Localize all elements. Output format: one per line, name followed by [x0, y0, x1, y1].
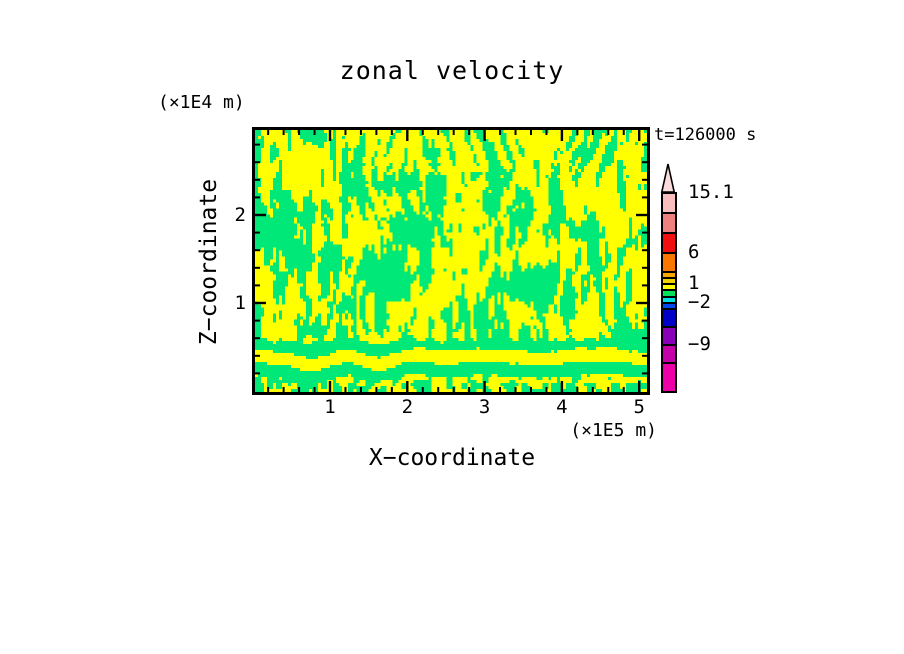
colorbar-segment — [663, 194, 675, 214]
colorbar-label: 6 — [688, 241, 700, 263]
colorbar-label: 1 — [688, 272, 700, 294]
colorbar-segment — [663, 298, 675, 304]
colorbar-segment — [663, 304, 675, 310]
colorbar-label: 15.1 — [688, 181, 734, 203]
y-tick-label: 1 — [234, 292, 246, 314]
x-axis-unit-label: (×1E5 m) — [570, 420, 657, 441]
x-tick-label: 4 — [556, 396, 568, 418]
colorbar-segment — [663, 285, 675, 291]
colorbar-segment — [663, 291, 675, 298]
x-tick-label: 2 — [401, 396, 414, 418]
heatmap-canvas — [255, 130, 647, 392]
colorbar-segment — [663, 328, 675, 346]
plot-area — [252, 127, 650, 395]
x-tick-label: 3 — [478, 396, 491, 418]
colorbar — [661, 192, 677, 393]
axis-ticks — [255, 130, 647, 392]
colorbar-segment — [663, 214, 675, 234]
colorbar-segment — [663, 273, 675, 279]
x-tick-label: 1 — [324, 396, 336, 418]
colorbar-segment — [663, 364, 675, 391]
colorbar-segment — [663, 279, 675, 285]
chart-title: zonal velocity — [339, 56, 565, 85]
y-axis-unit-label: (×1E4 m) — [158, 92, 245, 113]
colorbar-segment — [663, 234, 675, 254]
colorbar-arrow-icon — [660, 163, 676, 193]
colorbar-label: −9 — [688, 333, 711, 355]
x-axis-label: X−coordinate — [368, 445, 536, 471]
timestamp-label: t=126000 s — [654, 125, 757, 145]
colorbar-label: −2 — [688, 291, 711, 313]
y-tick-label: 2 — [234, 204, 246, 226]
colorbar-segment — [663, 254, 675, 273]
y-axis-label: Z−coordinate — [196, 178, 222, 346]
colorbar-segment — [663, 346, 675, 364]
x-tick-label: 5 — [633, 396, 645, 418]
colorbar-segment — [663, 310, 675, 328]
